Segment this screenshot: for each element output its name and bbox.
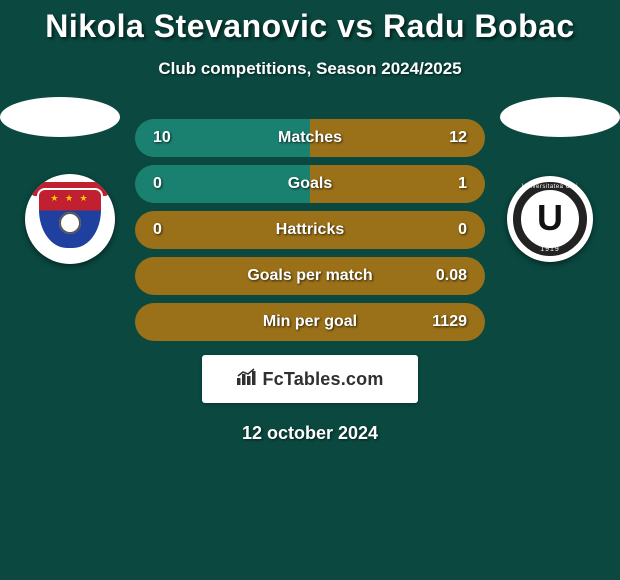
stat-rows: 10Matches120Goals10Hattricks0Goals per m… — [135, 119, 485, 341]
player-photo-left — [0, 97, 120, 137]
stat-left-value: 10 — [153, 129, 197, 147]
stat-row: Min per goal 1129 — [135, 303, 485, 341]
club-badge-left: ★ ★ ★ — [20, 174, 120, 264]
club-badge-right: Universitatea Cluj U 1919 — [500, 174, 600, 264]
stat-right-value: 12 — [423, 129, 467, 147]
stat-row: 0 Hattricks 0 — [135, 211, 485, 249]
stat-label: Goals per match — [247, 267, 372, 285]
comparison-title: Nikola Stevanovic vs Radu Bobac — [0, 0, 620, 45]
stat-left-value: 0 — [153, 221, 197, 239]
player-photo-right — [500, 97, 620, 137]
stat-right-value: 0.08 — [423, 267, 467, 285]
stat-label: Hattricks — [276, 221, 344, 239]
stats-area: ★ ★ ★ Universitatea Cluj U 1919 10Matche… — [0, 119, 620, 444]
stat-right-value: 0 — [423, 221, 467, 239]
chart-icon — [236, 368, 258, 391]
crest-right-arc-text: Universitatea Cluj — [507, 184, 593, 190]
fctables-logo: FcTables.com — [236, 368, 383, 391]
fctables-logo-box: FcTables.com — [202, 355, 418, 403]
crest-right-since: 1919 — [507, 246, 593, 253]
fctables-logo-text: FcTables.com — [262, 369, 383, 390]
stat-right-value: 1 — [423, 175, 467, 193]
stat-row: Goals per match 0.08 — [135, 257, 485, 295]
stat-row: 10 Matches 12 — [135, 119, 485, 157]
comparison-date: 12 october 2024 — [0, 423, 620, 444]
crest-u-cluj: Universitatea Cluj U 1919 — [507, 176, 593, 262]
comparison-subtitle: Club competitions, Season 2024/2025 — [0, 59, 620, 79]
stat-row: 0 Goals 1 — [135, 165, 485, 203]
stat-label: Goals — [288, 175, 332, 193]
stat-right-value: 1129 — [423, 313, 467, 331]
crest-otelul: ★ ★ ★ — [25, 174, 115, 264]
stat-label: Matches — [278, 129, 342, 147]
crest-right-glyph: U — [537, 197, 563, 239]
stat-left-value: 0 — [153, 175, 197, 193]
stat-label: Min per goal — [263, 313, 357, 331]
